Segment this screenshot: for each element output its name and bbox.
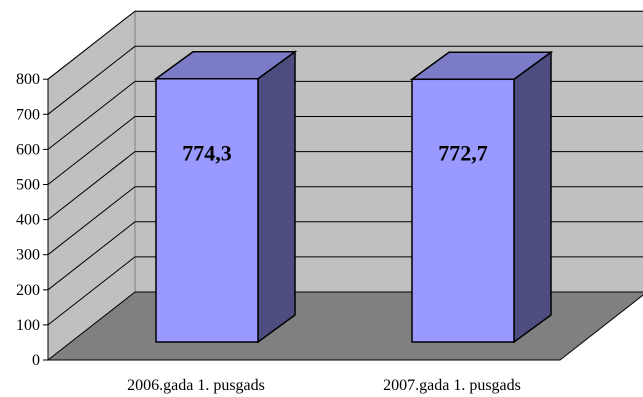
y-tick-label: 300 bbox=[16, 247, 40, 264]
bar-side bbox=[513, 50, 552, 344]
data-label: 772,7 bbox=[438, 141, 488, 166]
y-tick-label: 200 bbox=[16, 282, 40, 299]
y-tick-label: 800 bbox=[16, 71, 40, 88]
bar-side bbox=[257, 50, 296, 344]
floor bbox=[46, 291, 643, 361]
chart-walls bbox=[46, 10, 643, 362]
y-tick-label: 100 bbox=[16, 317, 40, 334]
bar bbox=[155, 77, 259, 343]
bar bbox=[411, 78, 515, 343]
data-label: 774,3 bbox=[182, 140, 232, 165]
bars bbox=[153, 50, 554, 344]
category-label: 2006.gada 1. pusgads bbox=[127, 377, 265, 394]
gridline bbox=[47, 45, 643, 115]
category-label: 2007.gada 1. pusgads bbox=[383, 377, 521, 394]
y-tick-label: 700 bbox=[16, 106, 40, 123]
y-tick-label: 400 bbox=[16, 212, 40, 229]
y-tick-label: 600 bbox=[16, 141, 40, 158]
y-tick-label: 0 bbox=[32, 352, 40, 369]
gridline bbox=[47, 10, 643, 80]
y-tick-label: 500 bbox=[16, 177, 40, 194]
labels: 774,3 772,7 2006.gada 1. pusgads 2007.gada … bbox=[127, 140, 521, 394]
y-axis: 0 100 200 300 400 500 600 700 800 bbox=[16, 71, 49, 369]
